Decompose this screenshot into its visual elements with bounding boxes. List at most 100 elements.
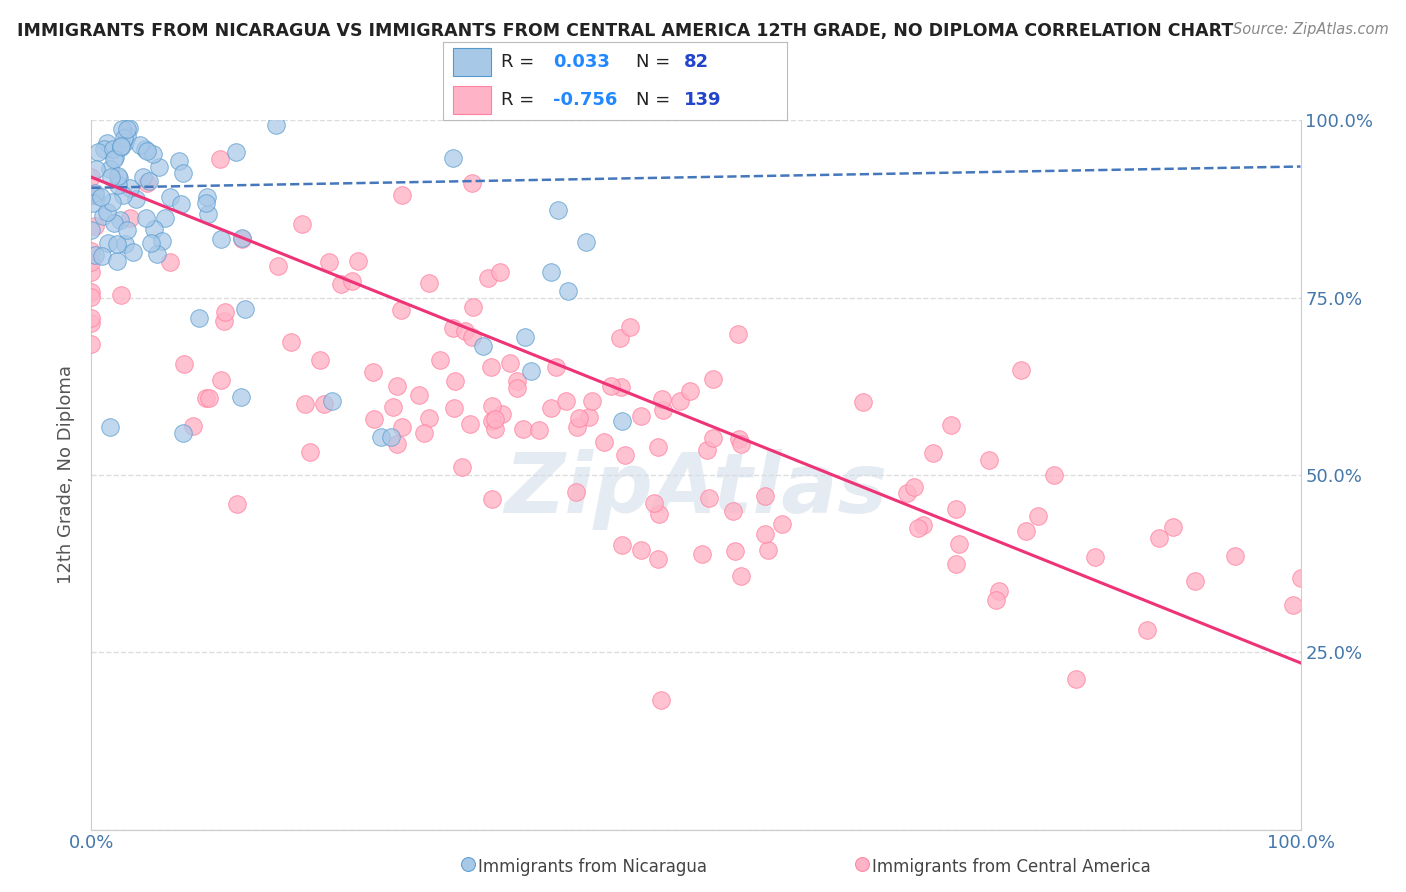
Text: Immigrants from Nicaragua: Immigrants from Nicaragua xyxy=(478,858,707,876)
Point xyxy=(145,247,167,261)
Point xyxy=(108,171,131,186)
Point xyxy=(647,440,669,454)
Point xyxy=(117,223,139,237)
Point xyxy=(479,359,502,374)
Point xyxy=(391,187,413,202)
Text: -0.756: -0.756 xyxy=(553,91,617,109)
Point xyxy=(669,394,692,409)
Point xyxy=(105,237,128,252)
Point xyxy=(197,190,219,204)
Point xyxy=(458,417,481,431)
Point xyxy=(142,147,165,161)
Point xyxy=(361,365,384,379)
Point xyxy=(197,206,219,220)
Point xyxy=(110,212,132,227)
Point xyxy=(342,274,364,288)
Point xyxy=(987,583,1010,598)
Point xyxy=(294,397,316,411)
Point xyxy=(142,222,165,236)
Point xyxy=(565,484,588,499)
Point xyxy=(231,231,253,245)
Point xyxy=(82,196,104,211)
Point xyxy=(544,359,567,374)
Point xyxy=(723,503,745,517)
Point xyxy=(451,459,474,474)
Point xyxy=(1064,672,1087,686)
Point xyxy=(481,491,503,506)
Point xyxy=(724,544,747,558)
Point xyxy=(977,452,1000,467)
Point xyxy=(540,265,562,279)
Point xyxy=(491,408,513,422)
Point xyxy=(83,186,105,201)
Point xyxy=(593,435,616,450)
Point xyxy=(851,395,873,409)
Point xyxy=(412,426,434,441)
Point xyxy=(80,187,103,202)
Text: 0.033: 0.033 xyxy=(553,54,610,71)
Point xyxy=(1147,532,1170,546)
Point xyxy=(214,304,236,318)
Point xyxy=(1015,524,1038,539)
Point xyxy=(138,174,160,188)
Point xyxy=(103,216,125,230)
Point xyxy=(547,203,569,218)
Point xyxy=(80,265,103,279)
Point xyxy=(461,330,484,344)
Point xyxy=(103,142,125,156)
Point xyxy=(290,218,312,232)
Point xyxy=(697,491,720,506)
Point xyxy=(568,411,591,425)
Point xyxy=(318,254,340,268)
Point xyxy=(1184,574,1206,589)
Point xyxy=(91,250,114,264)
Point xyxy=(921,446,943,460)
Text: R =: R = xyxy=(502,54,540,71)
Point xyxy=(115,121,138,136)
Point xyxy=(418,410,440,425)
Point xyxy=(389,302,412,317)
Point xyxy=(770,516,793,531)
Point xyxy=(100,169,122,184)
Point xyxy=(986,593,1008,607)
Point xyxy=(98,420,121,434)
Point xyxy=(110,138,132,153)
Point xyxy=(226,497,249,511)
Point xyxy=(513,330,536,344)
Point xyxy=(264,119,287,133)
Point xyxy=(702,431,724,445)
Point xyxy=(170,197,193,211)
Y-axis label: 12th Grade, No Diploma: 12th Grade, No Diploma xyxy=(58,366,76,584)
Point xyxy=(107,169,129,183)
Point xyxy=(443,401,465,416)
Point xyxy=(1084,549,1107,564)
Point xyxy=(529,423,551,437)
Point xyxy=(231,232,253,246)
Point xyxy=(463,300,485,314)
Point xyxy=(209,373,232,387)
Point xyxy=(692,547,714,561)
Point xyxy=(610,415,633,429)
Point xyxy=(110,287,132,301)
Text: 82: 82 xyxy=(685,54,709,71)
Point xyxy=(103,152,125,166)
Point xyxy=(506,382,529,396)
Point xyxy=(512,422,534,436)
Point xyxy=(643,496,665,510)
Point xyxy=(114,236,136,251)
Point xyxy=(391,420,413,434)
Point xyxy=(105,254,128,268)
Point xyxy=(457,857,479,871)
Point xyxy=(520,364,543,378)
Point xyxy=(80,337,103,351)
Point xyxy=(385,378,408,392)
Point xyxy=(555,394,578,409)
Point xyxy=(363,412,385,426)
Point xyxy=(135,211,157,226)
Point xyxy=(111,187,134,202)
Point xyxy=(280,334,302,349)
Point xyxy=(136,145,159,159)
Point xyxy=(84,248,107,262)
Point xyxy=(298,445,321,459)
Point xyxy=(702,372,724,386)
